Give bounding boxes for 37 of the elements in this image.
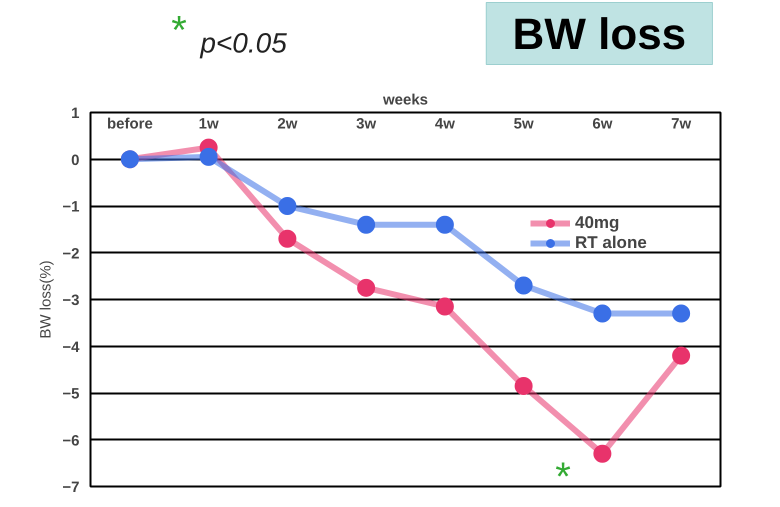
- point: [357, 278, 376, 297]
- point: [278, 197, 296, 215]
- point: [514, 377, 533, 395]
- x-tick-label: 3w: [356, 116, 376, 132]
- legend-label: RT alone: [575, 233, 647, 253]
- point: [436, 216, 454, 234]
- point: [593, 304, 612, 323]
- legend-label: 40mg: [575, 213, 620, 233]
- point: [514, 276, 533, 294]
- point: [593, 444, 612, 463]
- point: [672, 346, 690, 365]
- y-axis-title: BW loss(%): [37, 260, 54, 339]
- y-tick-label: −1: [62, 198, 80, 216]
- point: [436, 298, 454, 316]
- x-tick-label: 4w: [434, 116, 456, 132]
- y-tick-label: −2: [62, 245, 80, 262]
- point: [200, 148, 218, 166]
- x-axis-title: weeks: [382, 92, 428, 108]
- y-tick-label: −6: [62, 432, 80, 450]
- y-tick-label: 1: [71, 105, 80, 122]
- point: [357, 216, 376, 234]
- x-tick-label: 5w: [514, 116, 534, 132]
- x-tick-label: 2w: [277, 116, 298, 132]
- y-tick-label: −4: [62, 338, 80, 356]
- chart-title: BW loss: [512, 10, 686, 59]
- x-tick-label: before: [106, 116, 153, 132]
- annotation: *: [555, 455, 571, 500]
- text: * p<0.05: [171, 8, 288, 58]
- x-tick-label: 7w: [671, 116, 692, 132]
- x-tick-label: 6w: [592, 116, 613, 132]
- y-tick-label: −7: [62, 479, 80, 496]
- y-tick-label: −3: [62, 292, 80, 309]
- point: [278, 230, 296, 248]
- point: [672, 304, 690, 323]
- y-tick-label: −5: [62, 386, 80, 402]
- x-tick-label: 1w: [198, 116, 219, 132]
- y-tick-label: 0: [71, 152, 80, 169]
